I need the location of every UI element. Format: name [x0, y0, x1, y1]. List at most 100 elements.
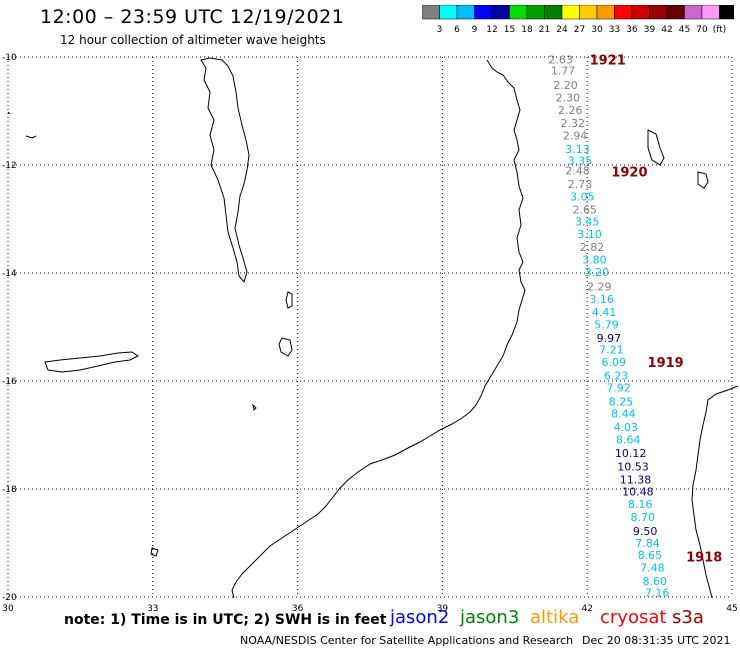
lake-chilwa — [278, 337, 293, 357]
colorbar-label: 15 — [504, 25, 515, 35]
colorbar-label: 33 — [609, 25, 620, 35]
latitude-label: -18 — [2, 485, 17, 495]
longitude-label: 36 — [292, 604, 304, 614]
colorbar-label: 24 — [556, 25, 568, 35]
pass-labels: 1921 1920 1919 1918 — [590, 54, 723, 566]
satellite-jason3: jason3 — [460, 607, 520, 628]
pass-label: 1920 — [611, 165, 647, 180]
longitude-label: 39 — [437, 604, 449, 614]
swh-observation: 4.41 — [592, 306, 617, 319]
swh-observation: 1.77 — [551, 65, 576, 78]
lake-kariba — [44, 351, 139, 373]
latitude-label: -16 — [2, 377, 17, 387]
footer-note: note: 1) Time is in UTC; 2) SWH is in fe… — [64, 612, 387, 628]
swh-observation: 3.20 — [585, 266, 610, 279]
swh-observation: 9.97 — [597, 332, 622, 345]
swh-observation: 3.05 — [570, 190, 595, 203]
credit-line: NOAA/NESDIS Center for Satellite Applica… — [240, 634, 574, 647]
colorbar-label: 21 — [539, 25, 550, 35]
island-a — [252, 403, 257, 412]
colorbar-label: 42 — [661, 25, 672, 35]
swh-observation: 7.84 — [635, 537, 660, 550]
swh-observation: 3.10 — [577, 228, 602, 241]
longitude-label: 45 — [726, 604, 737, 614]
swh-observation: 2.32 — [560, 117, 585, 130]
swh-observation: 2.48 — [565, 164, 590, 177]
colorbar-label: 6 — [454, 25, 460, 35]
colorbar-label: 18 — [521, 25, 533, 35]
map-subtitle: 12 hour collection of altimeter wave hei… — [60, 33, 326, 47]
swh-observation: 2.26 — [558, 104, 583, 117]
pass-label: 1919 — [648, 356, 684, 371]
colorbar-label: 70 — [696, 25, 708, 35]
swh-observation: 3.13 — [565, 143, 590, 156]
swh-observation: 9.50 — [633, 525, 658, 538]
swh-observation: 8.44 — [611, 407, 636, 420]
swh-observation: 2.63 — [548, 54, 573, 67]
wave-height-colorbar: 3 6 9 12 15 18 21 24 27 30 33 36 39 42 45 70 (ft) — [422, 5, 734, 35]
swh-observation: 8.25 — [609, 396, 634, 409]
colorbar-label: 9 — [472, 25, 478, 35]
swh-observation: 2.20 — [553, 79, 578, 92]
swh-observation: 8.65 — [638, 549, 663, 562]
swh-observation: 5.79 — [594, 318, 619, 331]
island-c — [7, 111, 11, 115]
swh-observation: 6.23 — [604, 370, 629, 383]
wave-height-observations: 2.631.772.202.302.262.322.943.133.352.48… — [548, 54, 669, 600]
latitude-label: -10 — [2, 53, 17, 63]
colorbar-label: 27 — [574, 25, 585, 35]
lake-fragment — [25, 135, 37, 139]
swh-observation: 8.16 — [628, 498, 653, 511]
colorbar-swatch — [719, 5, 734, 20]
graticule — [7, 56, 733, 598]
lake-malombe — [285, 291, 293, 309]
swh-observation: 2.65 — [573, 203, 598, 216]
swh-observation: 6.09 — [601, 356, 626, 369]
colorbar-label: 12 — [486, 25, 497, 35]
african-coast — [231, 59, 526, 599]
satellite-altika: altika — [530, 607, 580, 628]
swh-observation: 7.48 — [640, 561, 665, 574]
latitude-label: -20 — [2, 593, 17, 603]
generation-timestamp: Dec 20 08:31:35 UTC 2021 — [582, 634, 731, 647]
swh-observation: 2.73 — [568, 178, 593, 191]
mayotte — [697, 171, 709, 189]
colorbar-label: 3 — [437, 25, 443, 35]
swh-observation: 8.70 — [630, 511, 655, 524]
island-b — [150, 547, 159, 557]
longitude-label: 33 — [147, 604, 158, 614]
colorbar-label: 36 — [626, 25, 638, 35]
pass-label: 1921 — [590, 54, 626, 69]
swh-observation: 2.82 — [580, 241, 605, 254]
swh-observation: 7.92 — [606, 381, 631, 394]
madagascar-coast — [691, 385, 739, 599]
colorbar-label: 30 — [591, 25, 603, 35]
swh-observation: 3.45 — [575, 216, 600, 229]
latitude-label: -12 — [2, 161, 17, 171]
swh-observation: 3.80 — [582, 254, 607, 267]
coastlines — [7, 57, 739, 599]
swh-observation: 4.03 — [614, 421, 639, 434]
lake-malawi — [200, 57, 250, 284]
colorbar-label: (ft) — [713, 25, 727, 35]
satellite-cryosat: cryosat — [600, 607, 667, 628]
longitude-label: 30 — [2, 604, 14, 614]
swh-observation: 11.38 — [620, 473, 652, 486]
swh-observation: 8.64 — [616, 433, 641, 446]
swh-observation: 7.16 — [645, 587, 670, 600]
satellite-s3a: s3a — [672, 607, 704, 628]
pass-label: 1918 — [686, 551, 722, 566]
colorbar-label: 39 — [644, 25, 656, 35]
swh-observation: 10.53 — [617, 460, 649, 473]
swh-observation: 2.30 — [556, 92, 581, 105]
swh-observation: 2.94 — [563, 129, 588, 142]
latitude-label: -14 — [2, 269, 17, 279]
longitude-label: 42 — [581, 604, 592, 614]
colorbar-label: 45 — [679, 25, 690, 35]
swh-observation: 10.12 — [615, 447, 647, 460]
swh-observation: 7.21 — [599, 344, 624, 357]
swh-observation: 8.60 — [643, 575, 668, 588]
grande-comore — [647, 129, 665, 166]
swh-observation: 2.29 — [587, 281, 612, 294]
